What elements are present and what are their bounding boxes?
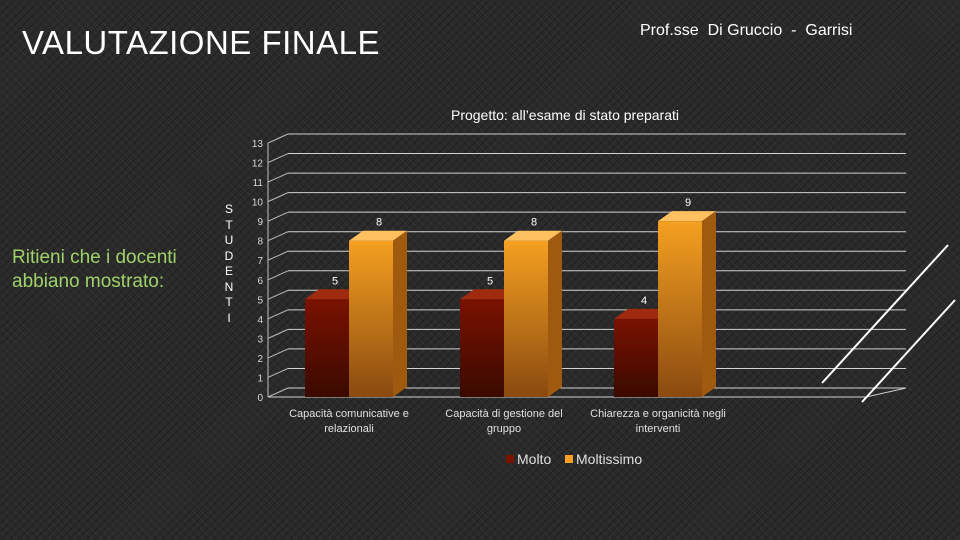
bar-moltissimo-side (702, 211, 716, 397)
bar-moltissimo-side (393, 230, 407, 397)
legend-label-molto: Molto (517, 451, 551, 467)
chart-bars (305, 211, 716, 397)
x-category-label: gruppo (487, 423, 521, 435)
vertical-label-letter: S (224, 202, 233, 216)
y-tick-label: 8 (257, 237, 263, 248)
vertical-label-letter: N (224, 279, 234, 294)
bar-moltissimo-front (504, 240, 548, 397)
gridline-side (267, 231, 289, 242)
vertical-label-letter: T (225, 217, 233, 232)
data-label: 8 (531, 217, 537, 229)
data-label: 5 (332, 275, 338, 287)
bar-moltissimo-front (349, 240, 393, 397)
bar-molto-front (460, 299, 504, 397)
y-tick-label: 5 (257, 295, 263, 306)
y-tick-label: 3 (257, 334, 263, 345)
y-tick-label: 4 (257, 315, 263, 326)
bar-molto-front (614, 318, 658, 397)
bar-moltissimo-front (658, 221, 702, 397)
gridline-side (267, 192, 289, 203)
bar-moltissimo-side (548, 230, 562, 397)
gridline-side (267, 270, 289, 281)
gridline-side (267, 250, 289, 261)
bar-molto-top (614, 308, 672, 319)
y-tick-label: 12 (252, 159, 264, 170)
vertical-label-letter: U (224, 233, 234, 247)
gridline-side (267, 387, 289, 398)
chart-labels: 5 8 Capacità comunicative e relazionali 5 8 Ca… (289, 197, 726, 435)
x-category-label: Chiarezza e organicità negli (590, 408, 726, 420)
bar-molto-top (305, 289, 363, 300)
data-label: 4 (641, 295, 647, 307)
floor-side-line (865, 387, 907, 398)
y-tick-label: 9 (257, 217, 263, 228)
data-label: 5 (487, 275, 493, 287)
vertical-label-letter: E (224, 264, 233, 278)
x-category-label: relazionali (324, 423, 374, 435)
bar-molto-top (460, 289, 518, 300)
decor-line (821, 244, 949, 384)
gridline-side (267, 368, 289, 378)
y-tick-label: 11 (253, 178, 264, 189)
chart-legend: Molto Moltissimo (506, 451, 642, 467)
gridline-side (267, 289, 289, 300)
y-tick-label: 6 (257, 276, 263, 287)
gridline-side (267, 153, 289, 163)
decor-line (861, 299, 956, 403)
gridline-side (267, 211, 289, 222)
y-tick-label: 7 (257, 256, 263, 267)
y-tick-label: 13 (252, 139, 264, 150)
bar-molto-front (305, 299, 349, 397)
y-tick-label: 10 (252, 198, 264, 209)
vertical-label-letter: D (224, 248, 234, 263)
gridline-side (267, 328, 289, 339)
y-tick-label: 2 (257, 354, 263, 365)
vertical-label-letter: I (227, 310, 231, 325)
gridline-side (267, 309, 289, 320)
x-category-label: interventi (636, 423, 681, 435)
bar-moltissimo-top (349, 230, 407, 241)
y-tick-label: 0 (257, 393, 263, 404)
bar-moltissimo-top (504, 230, 562, 241)
gridline-side (267, 348, 289, 359)
x-category-label: Capacità di gestione del (445, 408, 562, 420)
data-label: 9 (685, 197, 691, 209)
legend-label-moltissimo: Moltissimo (576, 451, 642, 467)
legend-swatch-moltissimo (565, 455, 573, 463)
gridline-side (267, 172, 289, 183)
gridline-side (267, 133, 289, 144)
bar-moltissimo-top (658, 211, 716, 222)
slide-title: VALUTAZIONE FINALE (22, 24, 381, 61)
y-tick-label: 1 (257, 373, 263, 384)
question-text: Ritieni che i docenti abbiano mostrato: (12, 247, 177, 292)
data-label: 8 (376, 217, 382, 229)
legend-swatch-molto (506, 455, 514, 463)
authors-label: Prof.sse Di Gruccio - Garrisi (640, 22, 853, 39)
chart-title: Progetto: all’esame di stato preparati (451, 107, 679, 123)
x-category-label: Capacità comunicative e (289, 408, 409, 420)
vertical-label-letter: T (225, 295, 233, 309)
